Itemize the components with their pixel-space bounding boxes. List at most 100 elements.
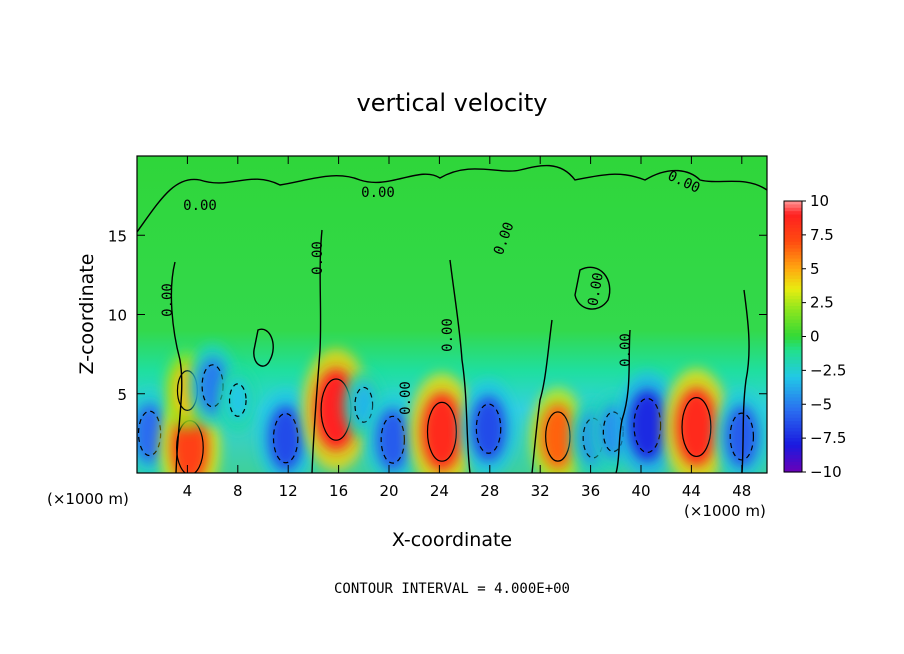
- colorbar-swatch: [784, 465, 802, 470]
- colorbar-swatch: [784, 312, 802, 317]
- colorbar-label: −2.5: [810, 361, 846, 379]
- colorbar-swatch: [784, 400, 802, 405]
- colorbar-swatch: [784, 221, 802, 226]
- colorbar-swatch: [784, 363, 802, 368]
- colorbar-swatch: [784, 383, 802, 388]
- colorbar-label: 10: [810, 192, 829, 210]
- contour-label: 0.00: [361, 185, 395, 201]
- colorbar-swatch: [784, 448, 802, 453]
- x-tick-label: 48: [732, 482, 751, 500]
- contour-cell-ring: [475, 403, 502, 454]
- contour-label: 0.00: [585, 271, 607, 307]
- colorbar-swatch: [784, 224, 802, 229]
- colorbar-swatch: [784, 289, 802, 294]
- contour-cell-ring: [426, 401, 457, 462]
- colorbar-swatch: [784, 231, 802, 236]
- y-axis-title: Z-coordinate: [76, 254, 98, 375]
- contour-label: 0.00: [618, 333, 634, 367]
- colorbar-swatch: [784, 427, 802, 432]
- colorbar-swatch: [784, 431, 802, 436]
- colorbar-swatch: [784, 380, 802, 385]
- colorbar-swatch: [784, 295, 802, 300]
- colorbar-swatch: [784, 407, 802, 412]
- colorbar-swatch: [784, 211, 802, 216]
- x-tick-label: 16: [329, 482, 348, 500]
- colorbar-swatch: [784, 238, 802, 243]
- colorbar-swatch: [784, 343, 802, 348]
- colorbar-swatch: [784, 377, 802, 382]
- colorbar-swatch: [784, 201, 802, 205]
- colorbar-swatch: [784, 468, 802, 473]
- x-unit-label-right: (×1000 m): [684, 502, 766, 520]
- colorbar-swatch: [784, 353, 802, 358]
- colorbar-swatch: [784, 316, 802, 321]
- colorbar-swatch: [784, 350, 802, 355]
- colorbar-swatch: [784, 265, 802, 270]
- y-axis: 5 10 15: [108, 227, 767, 404]
- colorbar-swatch: [784, 356, 802, 361]
- colorbar-swatch: [784, 411, 802, 416]
- contour-cell-ring: [380, 415, 406, 464]
- x-tick-label: 36: [581, 482, 600, 500]
- colorbar-swatch: [784, 302, 802, 307]
- colorbar-swatch: [784, 217, 802, 222]
- colorbar-swatch: [784, 336, 802, 341]
- colorbar-swatch: [784, 455, 802, 460]
- x-tick-label: 32: [531, 482, 550, 500]
- colorbar-swatch: [784, 339, 802, 344]
- colorbar-label: 0: [810, 328, 820, 346]
- colorbar-swatch: [784, 282, 802, 287]
- contour-lines: [137, 164, 767, 473]
- contour-label: 0.00: [310, 241, 326, 275]
- colorbar-swatch: [784, 414, 802, 419]
- colorbar-swatch: [784, 417, 802, 422]
- colorbar-label: 2.5: [810, 294, 834, 312]
- x-axis: 4 8 12 16 20 24 28 32 36 40 44 48: [183, 156, 751, 500]
- y-tick-label: 10: [108, 307, 127, 325]
- colorbar-swatch: [784, 441, 802, 446]
- contour-loop-mid: [574, 266, 611, 310]
- colorbar-swatch: [784, 329, 802, 334]
- colorbar-swatch: [784, 461, 802, 466]
- y-tick-label: 15: [108, 227, 127, 245]
- contour-cell-ring: [633, 397, 662, 454]
- colorbar-swatch: [784, 451, 802, 456]
- colorbar-swatch: [784, 397, 802, 402]
- colorbar-label: −10: [810, 463, 842, 481]
- colorbar-swatch: [784, 390, 802, 395]
- colorbar-swatch: [784, 234, 802, 239]
- chart-title: vertical velocity: [357, 89, 548, 117]
- colorbar-swatch: [784, 394, 802, 399]
- colorbar-swatch: [784, 434, 802, 439]
- colorbar-swatch: [784, 333, 802, 338]
- x-tick-label: 4: [183, 482, 193, 500]
- colorbar-label: −7.5: [810, 429, 846, 447]
- colorbar-swatch: [784, 438, 802, 443]
- x-axis-title: X-coordinate: [392, 529, 512, 551]
- colorbar-swatch: [784, 275, 802, 280]
- colorbar-swatch: [784, 322, 802, 327]
- colorbar-swatch: [784, 319, 802, 324]
- contour-cell-ring: [681, 397, 712, 458]
- contour-label: 0.00: [398, 381, 414, 415]
- colorbar-swatch: [784, 292, 802, 297]
- colorbar-swatch: [784, 404, 802, 409]
- colorbar-swatch: [784, 245, 802, 250]
- plot-area: 0.000.000.000.000.000.000.000.000.000.00…: [108, 155, 768, 500]
- contour-cell-ring: [228, 383, 247, 417]
- colorbar-swatch: [784, 204, 802, 209]
- colorbar-swatch: [784, 346, 802, 351]
- colorbar-swatch: [784, 285, 802, 290]
- contour-vertical-5: [615, 329, 631, 473]
- x-tick-label: 40: [631, 482, 650, 500]
- contour-cell-ring: [272, 412, 299, 464]
- contour-vertical-1: [170, 261, 183, 473]
- y-tick-label: 5: [117, 386, 127, 404]
- colorbar-swatch: [784, 272, 802, 277]
- colorbar-label: 7.5: [810, 226, 834, 244]
- colorbar-swatch: [784, 373, 802, 378]
- contour-vertical-6: [741, 289, 750, 473]
- colorbar-swatch: [784, 326, 802, 331]
- colorbar-swatch: [784, 309, 802, 314]
